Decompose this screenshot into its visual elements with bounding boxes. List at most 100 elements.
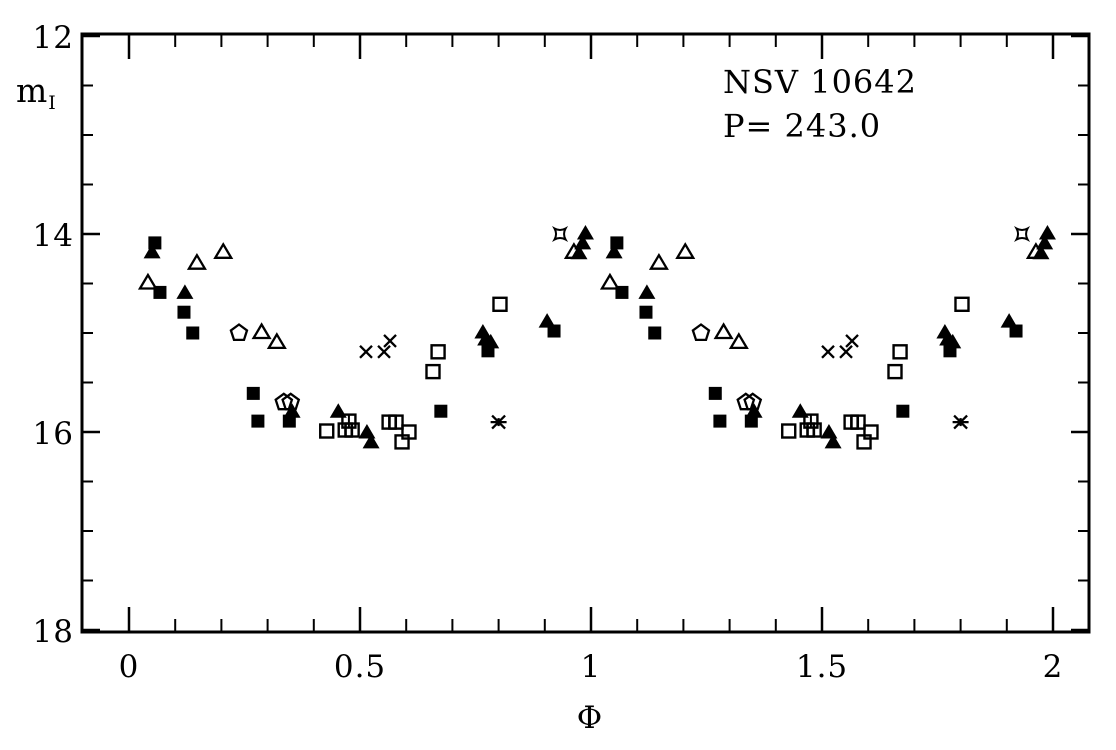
y-tick-label: 18 [33, 614, 74, 650]
y-tick-label: 12 [33, 20, 74, 56]
y-tick-label: 16 [33, 416, 74, 452]
marker-open-triangle [713, 322, 734, 340]
marker-open-square [892, 344, 908, 360]
marker-filled-square [896, 404, 910, 418]
marker-filled-square [434, 404, 448, 418]
marker-open-square [425, 363, 441, 380]
marker-cross [359, 344, 373, 359]
marker-filled-triangle [358, 424, 376, 439]
series-filled-triangle [143, 225, 1056, 449]
x-axis-title: Φ [576, 700, 604, 736]
marker-open-triangle [137, 272, 158, 290]
x-tick-label: 0.5 [334, 649, 386, 685]
series-open-pentagon [229, 323, 763, 411]
marker-filled-square [547, 324, 561, 338]
axis-ticks [82, 34, 1089, 632]
marker-filled-triangle [638, 284, 656, 299]
marker-open-square [492, 296, 508, 312]
marker-open-star [552, 225, 569, 243]
marker-filled-triangle [1038, 225, 1056, 240]
marker-filled-triangle [745, 403, 763, 418]
marker-filled-triangle [574, 234, 592, 250]
marker-open-triangle [648, 252, 669, 270]
marker-open-pentagon [743, 392, 763, 411]
x-tick-label: 0 [119, 649, 140, 685]
marker-filled-triangle [820, 424, 838, 439]
y-axis-title-sub: I [48, 92, 57, 114]
marker-filled-square [177, 305, 191, 319]
marker-filled-triangle [824, 433, 842, 449]
marker-filled-triangle [176, 284, 194, 299]
period-label: P= 243.0 [723, 107, 882, 145]
marker-open-triangle [186, 252, 207, 270]
star-name-label: NSV 10642 [723, 63, 917, 101]
marker-filled-triangle [283, 403, 301, 418]
marker-open-pentagon [736, 392, 756, 411]
marker-open-triangle [728, 332, 749, 350]
marker-filled-triangle [538, 313, 556, 328]
marker-filled-triangle [482, 333, 500, 349]
marker-open-pentagon [274, 392, 294, 411]
series-asterisk [490, 414, 969, 430]
marker-filled-square [246, 386, 260, 400]
marker-filled-triangle [605, 243, 623, 259]
series-filled-square [148, 236, 1023, 428]
y-axis-title-main: m [16, 71, 49, 110]
marker-filled-square [639, 305, 653, 319]
marker-open-square [319, 423, 335, 439]
x-tick-label: 1.5 [796, 649, 848, 685]
x-tick-labels: 0 0.5 1 1.5 2 [119, 649, 1064, 685]
marker-open-triangle [675, 242, 696, 259]
marker-open-square [430, 344, 446, 360]
marker-filled-square [713, 414, 727, 428]
marker-open-star [1014, 225, 1031, 243]
data-points [137, 225, 1056, 450]
series-open-square-errorbar [337, 413, 866, 438]
marker-cross [821, 344, 835, 359]
marker-filled-square [282, 414, 296, 428]
series-open-square [319, 296, 970, 450]
marker-filled-triangle [944, 333, 962, 349]
marker-filled-triangle [576, 225, 594, 240]
marker-filled-square [186, 326, 200, 340]
marker-filled-triangle [1036, 234, 1054, 250]
x-tick-label: 1 [581, 649, 602, 685]
marker-open-triangle [266, 332, 287, 350]
plot-border [80, 32, 1091, 634]
marker-filled-square [251, 414, 265, 428]
marker-open-triangle [599, 272, 620, 290]
marker-open-square [887, 363, 903, 380]
marker-filled-square [708, 386, 722, 400]
marker-filled-square [1009, 324, 1023, 338]
marker-filled-triangle [362, 433, 380, 449]
x-tick-label: 2 [1043, 649, 1064, 685]
marker-open-triangle [213, 242, 234, 259]
y-tick-labels: 12 14 16 18 [33, 20, 74, 650]
series-open-triangle [137, 242, 1046, 350]
marker-filled-triangle [1000, 313, 1018, 328]
marker-open-square [401, 424, 417, 440]
marker-cross [845, 334, 859, 348]
plot-frame [80, 32, 1091, 634]
series-open-star [552, 225, 1031, 243]
marker-open-pentagon [691, 323, 711, 342]
marker-cross [377, 344, 391, 359]
marker-open-square [781, 423, 797, 439]
marker-open-pentagon [229, 323, 249, 342]
marker-open-triangle [251, 322, 272, 340]
series-cross [359, 334, 859, 359]
marker-filled-square [744, 414, 758, 428]
y-axis-title: mI [16, 74, 57, 113]
marker-cross [839, 344, 853, 359]
y-tick-label: 14 [33, 218, 74, 254]
marker-cross [383, 334, 397, 348]
marker-open-square [954, 296, 970, 312]
marker-open-square [863, 424, 879, 440]
marker-open-pentagon [281, 392, 301, 411]
marker-filled-square [648, 326, 662, 340]
marker-open-triangle [563, 242, 584, 259]
marker-filled-triangle [143, 243, 161, 259]
marker-open-triangle [1025, 242, 1046, 259]
